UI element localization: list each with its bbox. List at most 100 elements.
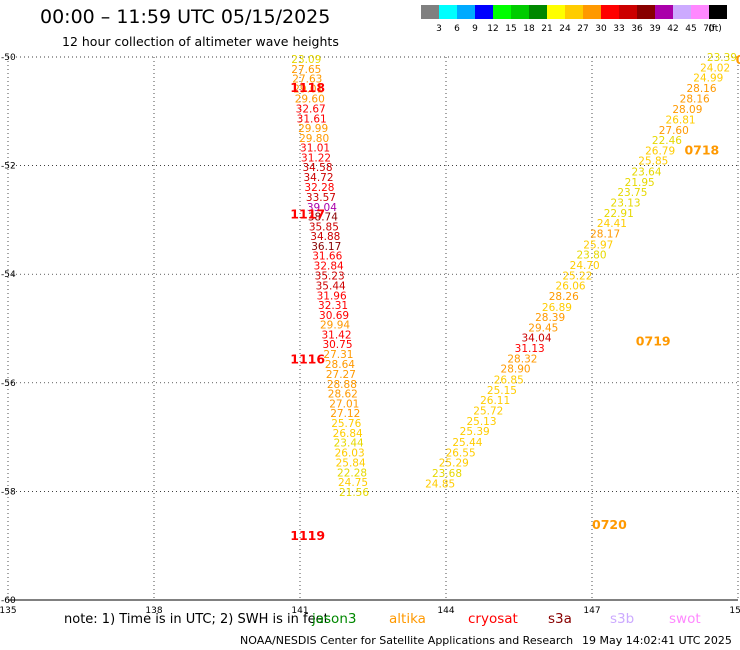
colorbar-swatch [619,5,637,19]
data-point-label: 26.84 [333,428,363,440]
colorbar-tick-label: 33 [613,24,624,34]
data-point-label: 28.90 [501,364,531,376]
data-point-label: 24.85 [425,478,455,490]
colorbar-swatch [583,5,601,19]
pass-time-label: 07 [736,52,740,67]
colorbar-tick-label: 9 [472,24,478,34]
data-point-label: 23.80 [576,250,606,262]
y-tick-label: -60 [1,596,16,606]
data-point-label: 23.75 [617,187,647,199]
mission-cryosat: cryosat [468,611,518,627]
data-point-label: 34.72 [303,172,333,184]
data-point-label: 25.13 [466,416,496,428]
data-point-label: 27.65 [291,64,321,76]
data-point-label: 26.81 [666,114,696,126]
data-point-label: 34.88 [310,231,340,243]
colorbar-swatch [601,5,619,19]
data-point-label: 33.57 [306,192,336,204]
x-tick-label: 144 [437,606,454,616]
pass-time-label: 1119 [290,528,325,543]
pass-time-label: 1118 [290,80,325,95]
colorbar-swatch [673,5,691,19]
data-point-label: 31.96 [317,290,347,302]
colorbar-tick-label: 36 [631,24,643,34]
data-point-label: 29.80 [299,133,329,145]
x-tick-label: 150 [729,606,740,616]
data-point-label: 23.44 [334,438,364,450]
colorbar-swatch [637,5,655,19]
data-point-label: 31.13 [515,343,545,355]
chart-subtitle: 12 hour collection of altimeter wave hei… [62,34,339,49]
colorbar-tick-label: 21 [541,24,552,34]
colorbar-tick-label: 12 [487,24,498,34]
data-point-label: 25.22 [562,270,592,282]
colorbar-swatch [475,5,493,19]
grid [7,56,739,601]
data-point-label: 27.27 [326,369,356,381]
data-point-label: 24.99 [693,73,723,85]
colorbar-swatch [457,5,475,19]
data-point-label: 31.22 [301,152,331,164]
data-point-label: 23.68 [432,468,462,480]
data-point-label: 39.04 [307,202,337,214]
data-point-label: 31.01 [300,143,330,155]
data-point-label: 25.85 [638,156,668,168]
series-track-a: 23.0927.6527.6329.0129.6032.6731.6129.99… [290,54,369,543]
pass-time-label: 1117 [290,206,325,221]
data-point-label: 25.76 [331,418,361,430]
colorbar-swatch [691,5,709,19]
data-point-label: 22.28 [337,467,367,479]
data-point-label: 28.26 [549,291,579,303]
data-point-label: 28.39 [535,312,565,324]
colorbar-unit: (ft) [708,24,722,34]
data-point-label: 27.12 [330,408,360,420]
data-point-label: 28.32 [507,353,537,365]
data-point-label: 23.13 [611,198,641,210]
data-point-label: 28.17 [590,228,620,240]
data-point-label: 23.09 [291,54,321,66]
colorbar-swatch [655,5,673,19]
data-point-label: 28.09 [672,104,702,116]
data-point-label: 32.84 [314,261,344,273]
data-point-label: 27.31 [323,349,353,361]
data-point-label: 24.70 [570,260,600,272]
data-point-label: 30.75 [322,339,352,351]
data-point-label: 36.17 [311,241,341,253]
pass-time-label: 0718 [684,142,719,157]
colorbar-swatch [421,5,439,19]
data-point-label: 26.85 [494,375,524,387]
chart-title: 00:00 – 11:59 UTC 05/15/2025 [40,6,331,28]
data-point-label: 38.74 [308,212,338,224]
x-tick-label: 147 [583,606,600,616]
x-tick-label: 141 [291,606,308,616]
y-tick-label: -52 [1,162,16,172]
mission-altika: altika [389,611,426,627]
data-point-label: 24.41 [597,218,627,230]
colorbar-tick-label: 39 [649,24,661,34]
data-point-label: 25.29 [439,458,469,470]
data-point-label: 28.16 [686,83,716,95]
colorbar-swatch [439,5,457,19]
data-point-label: 34.58 [302,162,332,174]
pass-time-label: 0720 [592,517,627,532]
y-tick-label: -50 [1,53,16,63]
pass-time-label: 1116 [290,351,325,366]
data-point-label: 22.46 [652,135,682,147]
data-point-label: 25.44 [452,437,482,449]
footer-note: note: 1) Time is in UTC; 2) SWH is in fe… [64,612,329,627]
y-tick-label: -54 [1,270,16,280]
data-point-label: 29.60 [295,93,325,105]
data-point-label: 24.02 [700,62,730,74]
data-point-label: 21.95 [625,177,655,189]
data-point-label: 31.42 [321,329,351,341]
data-point-label: 27.01 [329,398,359,410]
mission-s3a: s3a [548,611,572,627]
data-point-label: 26.79 [645,145,675,157]
colorbar-swatch [565,5,583,19]
data-point-label: 21.56 [339,487,369,499]
colorbar-tick-label: 15 [505,24,516,34]
y-tick-label: -56 [1,379,16,389]
colorbar-swatch [493,5,511,19]
data-point-label: 28.16 [680,93,710,105]
